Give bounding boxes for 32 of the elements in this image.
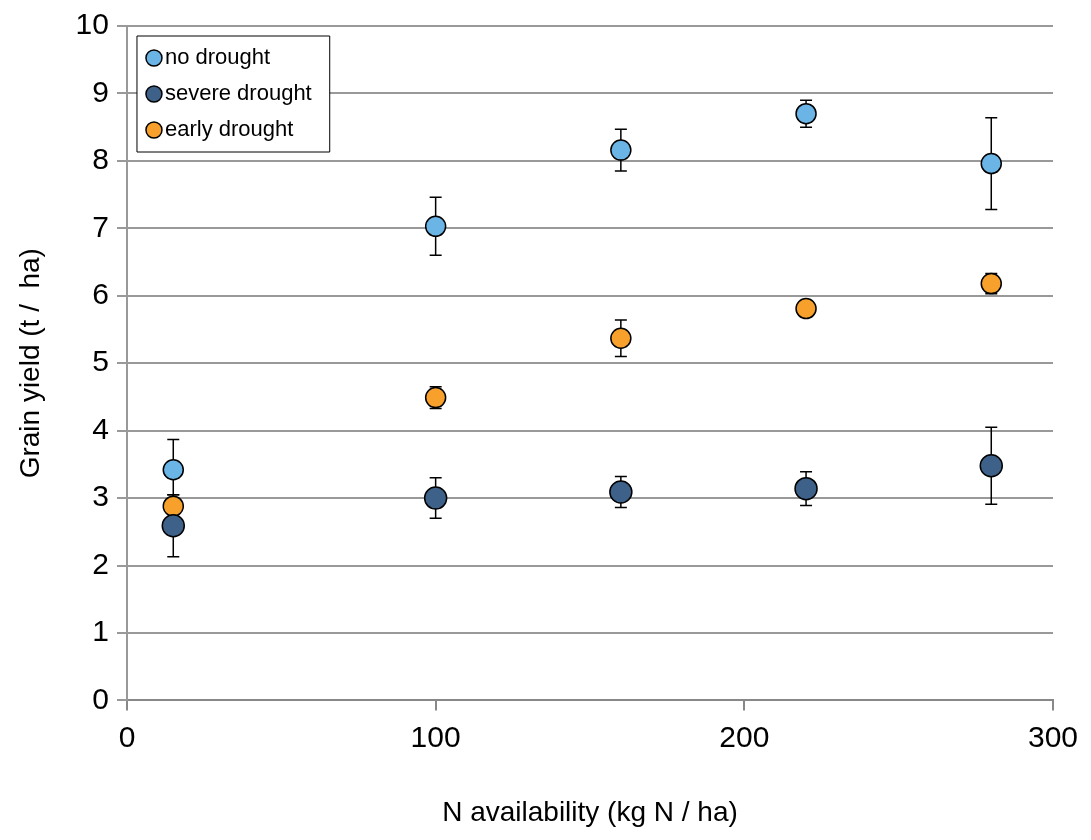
- point: [610, 327, 632, 349]
- x-tick-label: 100: [410, 719, 461, 753]
- y-tick-label: 2: [92, 546, 109, 580]
- x-tick-label: 0: [118, 719, 136, 753]
- y-tick-label: 0: [92, 681, 109, 715]
- y-tick-label: 5: [92, 344, 109, 378]
- y-tick-label: 3: [92, 479, 109, 513]
- point: [794, 476, 818, 501]
- point: [795, 102, 817, 125]
- point: [795, 297, 817, 320]
- legend-label: severe drought: [164, 80, 312, 106]
- y-tick-label: 1: [92, 614, 109, 648]
- y-tick-label: 6: [92, 277, 109, 311]
- point: [423, 486, 448, 510]
- x-tick-label: 300: [1027, 719, 1079, 753]
- point: [161, 513, 186, 538]
- legend-label: early drought: [164, 116, 294, 142]
- y-axis-title: Grain yield (t / ha): [13, 248, 45, 479]
- y-tick-label: 10: [75, 7, 109, 41]
- y-tick-label: 7: [92, 209, 109, 243]
- point: [610, 139, 632, 161]
- x-axis-title: N availability (kg N / ha): [442, 795, 738, 827]
- point: [424, 215, 447, 238]
- point: [979, 453, 1004, 478]
- x-tick-label: 200: [719, 719, 770, 753]
- point: [980, 152, 1003, 175]
- legend-label: no drought: [164, 44, 271, 70]
- point: [609, 480, 633, 504]
- point: [162, 459, 185, 481]
- y-tick-label: 4: [92, 411, 109, 445]
- y-tick-label: 9: [92, 74, 109, 108]
- y-tick-label: 8: [92, 142, 109, 176]
